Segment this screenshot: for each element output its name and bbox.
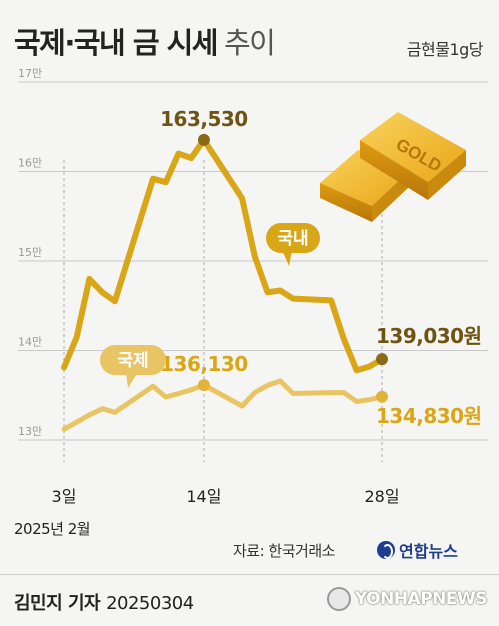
y-tick-label: 14만 bbox=[18, 336, 42, 349]
data-point-marker bbox=[376, 390, 388, 403]
reporter-name: 김민지 기자 bbox=[14, 593, 101, 614]
x-tick-label: 3일 bbox=[52, 487, 77, 506]
y-tick-label: 17만 bbox=[18, 67, 42, 80]
y-tick-label: 15만 bbox=[18, 246, 42, 259]
callout-domestic: 국내 bbox=[266, 223, 320, 266]
watermark-text: YONHAPNEWS bbox=[354, 589, 488, 609]
yonhap-logo-icon bbox=[377, 541, 395, 559]
source-label: 자료: 한국거래소 bbox=[233, 542, 335, 560]
x-tick-label: 28일 bbox=[364, 487, 399, 506]
watermark: YONHAPNEWS bbox=[326, 587, 488, 611]
title-light: 추이 bbox=[223, 26, 276, 60]
data-point-marker bbox=[197, 133, 210, 146]
title-bold: 국제·국내 금 시세 bbox=[14, 26, 218, 60]
y-tick-label: 13만 bbox=[18, 425, 42, 438]
unit-label: 금현물1g당 bbox=[406, 40, 484, 59]
series-line-international bbox=[61, 378, 385, 432]
data-label: 163,530 bbox=[160, 107, 248, 131]
bottom-bar: 김민지 기자 20250304 YONHAPNEWS bbox=[0, 574, 499, 626]
label-layer: 163,530 139,030원 136,130 134,830원 bbox=[160, 107, 482, 428]
series-layer bbox=[61, 136, 385, 432]
data-point-marker bbox=[197, 379, 210, 392]
x-tick-label: 14일 bbox=[186, 487, 221, 506]
data-point-marker bbox=[376, 353, 388, 366]
yonhap-logo: 연합뉴스 bbox=[377, 538, 458, 562]
series-line-domestic bbox=[61, 136, 385, 374]
watermark-icon bbox=[326, 587, 351, 611]
yonhap-logo-text: 연합뉴스 bbox=[399, 542, 458, 561]
data-label: 136,130 bbox=[160, 352, 248, 376]
callout-domestic-label: 국내 bbox=[277, 229, 308, 249]
x-caption: 2025년 2월 bbox=[14, 520, 91, 538]
callout-international-label: 국제 bbox=[117, 351, 148, 371]
data-label: 134,830원 bbox=[376, 404, 482, 428]
data-label: 139,030원 bbox=[376, 324, 482, 348]
reporter-line: 김민지 기자 20250304 bbox=[14, 589, 194, 615]
gold-bar-illustration: GOLD bbox=[320, 112, 466, 222]
y-tick-label: 16만 bbox=[18, 157, 42, 170]
chart-title: 국제·국내 금 시세 추이 bbox=[14, 20, 276, 62]
date-code: 20250304 bbox=[106, 593, 194, 614]
callout-international: 국제 bbox=[100, 345, 166, 388]
